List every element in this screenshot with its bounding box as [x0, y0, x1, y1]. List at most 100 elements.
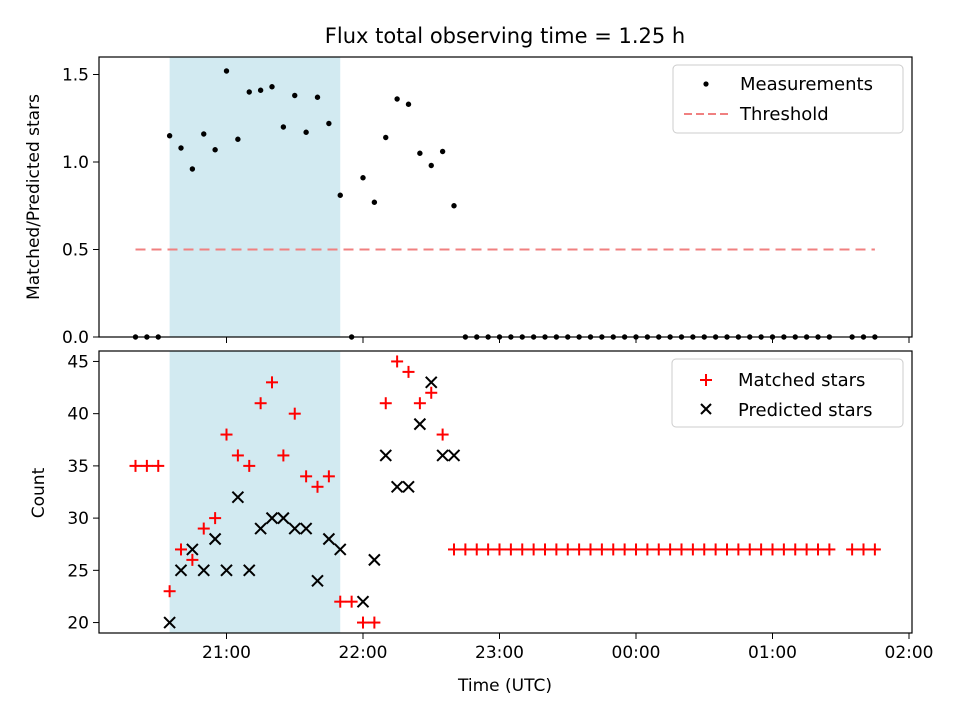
observing-window-shade [169, 57, 341, 337]
legend-matched-marker [700, 374, 712, 386]
y-tick-label: 40 [67, 405, 89, 425]
matched-star-point [664, 543, 677, 556]
predicted-star-point [334, 543, 347, 556]
measurement-point [405, 101, 412, 107]
matched-star-point [368, 616, 381, 629]
legend-predicted-marker [700, 403, 712, 415]
matched-star-point [470, 543, 483, 556]
matched-star-point [641, 543, 654, 556]
measurement-point [439, 148, 446, 155]
matched-star-point [334, 595, 347, 608]
matched-star-point [197, 522, 210, 535]
y-tick-label: 25 [67, 561, 89, 581]
matched-star-point [448, 543, 460, 556]
y-tick-label: 0.5 [62, 241, 89, 261]
matched-star-point [152, 459, 165, 472]
predicted-star-point [277, 511, 290, 525]
matched-star-point [288, 407, 301, 420]
count-marks [129, 355, 881, 629]
count-legend: Matched stars Predicted stars [671, 358, 904, 428]
legend-matched-label: Matched stars [738, 370, 865, 391]
matched-star-point [459, 543, 472, 556]
predicted-star-point [299, 522, 313, 535]
measurement-point [223, 68, 230, 74]
x-tick-label: 23:00 [475, 643, 524, 663]
matched-star-point [561, 543, 574, 556]
measurement-point [166, 133, 173, 139]
matched-star-point [504, 543, 517, 556]
y-tick-label: 30 [67, 509, 89, 529]
measurement-point [451, 203, 457, 209]
y-tick-label: 1.5 [62, 66, 89, 86]
matched-star-point [618, 543, 631, 556]
matched-star-point [379, 397, 392, 410]
measurement-point [178, 145, 184, 151]
predicted-star-point [447, 449, 461, 462]
predicted-star-point [413, 417, 427, 431]
count-legend-box [671, 358, 904, 428]
predicted-star-point [322, 532, 336, 546]
measurement-point [314, 94, 321, 100]
matched-star-point [607, 543, 620, 556]
measurement-point [292, 92, 298, 99]
measurement-point [371, 199, 378, 205]
predicted-star-point [356, 595, 370, 608]
matched-star-point [425, 386, 438, 399]
ratio-panel: 0.0 0.5 1.0 1.5 Matched/Predicted stars Mea… [24, 56, 913, 348]
count-y-axis-label: Count [29, 467, 49, 518]
matched-star-point [277, 449, 290, 462]
matched-star-point [254, 397, 267, 410]
y-tick-label: 45 [67, 352, 89, 372]
matched-star-point [766, 543, 779, 556]
y-tick-label: 35 [67, 457, 89, 477]
predicted-star-point [174, 564, 188, 577]
matched-star-point [755, 543, 768, 556]
matched-star-point [630, 543, 642, 556]
matched-star-point [413, 397, 426, 410]
matched-star-point [493, 543, 506, 556]
matched-star-point [163, 585, 176, 598]
ratio-axes: 0.0 0.5 1.0 1.5 [62, 66, 910, 348]
legend-measurements-marker [703, 81, 709, 87]
measurement-point [428, 162, 434, 169]
predicted-star-point [231, 491, 245, 504]
measurement-point [383, 134, 389, 141]
x-tick-label: 21:00 [202, 643, 251, 663]
matched-star-point [584, 543, 597, 556]
predicted-star-point [208, 532, 222, 546]
predicted-star-point [243, 564, 256, 577]
x-tick-label: 22:00 [339, 643, 388, 663]
ratio-legend-box [672, 64, 904, 134]
matched-star-point [231, 449, 244, 462]
predicted-star-point [425, 376, 438, 389]
matched-star-point [698, 543, 711, 556]
measurement-point [257, 87, 264, 93]
legend-threshold-label: Threshold [739, 104, 829, 125]
matched-star-point [243, 459, 256, 472]
y-tick-label: 20 [67, 614, 89, 634]
predicted-star-point [186, 543, 199, 556]
ratio-plot-frame [98, 56, 913, 338]
matched-star-point [550, 543, 563, 556]
matched-star-point [266, 376, 278, 389]
matched-star-point [857, 543, 870, 556]
count-plot-frame [98, 350, 913, 634]
matched-star-point [595, 543, 608, 556]
measurement-point [326, 120, 332, 127]
legend-predicted-label: Predicted stars [738, 400, 872, 421]
matched-star-point [777, 543, 790, 556]
predicted-star-point [254, 522, 267, 535]
predicted-star-point [163, 616, 176, 629]
matched-star-point [345, 595, 358, 608]
predicted-star-point [436, 449, 449, 462]
measurement-point [394, 96, 400, 102]
matched-star-point [823, 543, 836, 556]
matched-star-point [789, 543, 802, 556]
count-axes: 20 25 30 35 40 45 21:00 22:00 23:00 00:00 01:00 02:… [67, 352, 933, 663]
predicted-star-point [390, 480, 404, 493]
predicted-star-point [311, 574, 324, 587]
matched-star-point [846, 543, 859, 556]
matched-star-point [209, 512, 222, 525]
x-axis-label: Time (UTC) [457, 676, 552, 696]
